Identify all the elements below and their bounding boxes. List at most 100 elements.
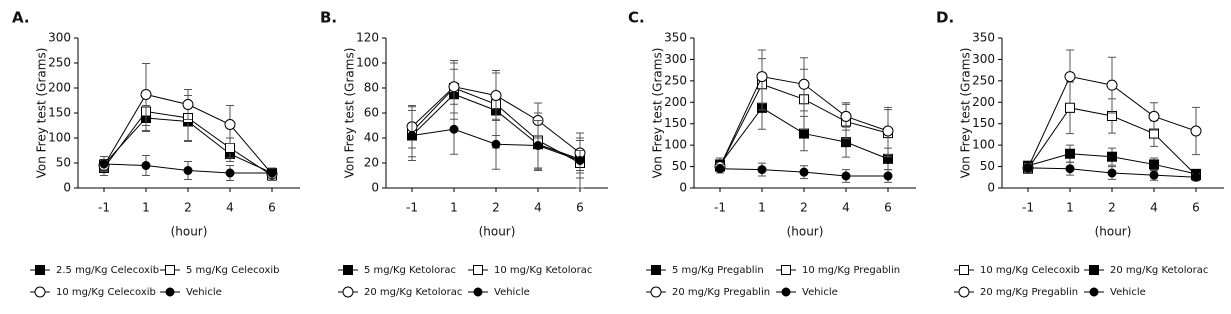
y-tick-label: 150 — [48, 106, 71, 120]
legend-marker — [781, 287, 791, 297]
y-tick-label: 100 — [972, 138, 995, 152]
legend-marker — [473, 265, 483, 275]
data-point — [1190, 125, 1202, 137]
data-point — [267, 168, 277, 178]
data-point — [798, 78, 810, 90]
data-point — [140, 89, 152, 100]
y-axis-label: Von Frey test (Grams) — [959, 48, 973, 179]
data-point — [1065, 164, 1075, 174]
legend-marker — [959, 265, 969, 275]
data-point — [799, 167, 809, 177]
y-tick-label: 50 — [56, 156, 71, 170]
y-tick-label: 120 — [356, 31, 379, 45]
legend-label: 10 mg/Kg Ketolorac — [494, 265, 592, 276]
y-tick-label: 300 — [664, 52, 687, 66]
data-point — [407, 131, 417, 140]
x-tick-label: 4 — [1150, 201, 1158, 215]
data-point — [1106, 79, 1118, 91]
data-point — [840, 110, 852, 122]
legend-marker — [1089, 265, 1099, 275]
data-point — [224, 119, 236, 130]
y-tick-label: 100 — [664, 138, 687, 152]
data-point — [183, 166, 193, 175]
data-point — [757, 165, 767, 175]
data-point — [799, 128, 809, 139]
y-tick-label: 0 — [371, 181, 379, 195]
legend-label: 5 mg/Kg Celecoxib — [186, 265, 280, 276]
data-point — [1065, 148, 1075, 159]
data-point — [883, 171, 893, 181]
legend-label: 10 mg/Kg Celecoxib — [56, 287, 156, 298]
data-point — [225, 143, 235, 153]
y-tick-label: 200 — [972, 95, 995, 109]
legend-label: Vehicle — [494, 287, 530, 298]
data-point — [1065, 102, 1075, 113]
legend-label: 10 mg/Kg Celecoxib — [980, 265, 1080, 276]
data-point — [841, 171, 851, 181]
legend-marker — [781, 265, 791, 275]
y-tick-label: 0 — [63, 181, 71, 195]
x-tick-label: -1 — [98, 201, 110, 215]
legend-marker — [958, 286, 970, 298]
y-tick-label: 250 — [48, 56, 71, 70]
y-tick-label: 350 — [664, 31, 687, 45]
legend-marker — [651, 265, 661, 275]
data-point — [756, 71, 768, 83]
x-tick-label: 4 — [226, 201, 234, 215]
y-axis-label: Von Frey test (Grams) — [35, 48, 49, 179]
data-point — [1064, 71, 1076, 83]
data-point — [490, 90, 502, 101]
legend-label: 20 mg/Kg Pregablin — [672, 287, 770, 298]
panel-label: A. — [12, 9, 30, 27]
data-point — [141, 161, 151, 170]
x-tick-label: -1 — [714, 201, 726, 215]
legend-marker — [35, 265, 45, 275]
legend-label: Vehicle — [1110, 287, 1146, 298]
panel-label: D. — [936, 9, 954, 27]
x-tick-label: 1 — [1066, 201, 1074, 215]
y-tick-label: 350 — [972, 31, 995, 45]
data-point — [1107, 151, 1117, 162]
x-tick-label: 1 — [758, 201, 766, 215]
y-tick-label: 200 — [664, 95, 687, 109]
x-axis-label: (hour) — [787, 225, 824, 239]
data-point — [575, 156, 585, 165]
y-tick-label: 100 — [356, 56, 379, 70]
data-point — [449, 124, 459, 134]
data-point — [715, 164, 725, 174]
y-tick-label: 250 — [664, 73, 687, 87]
legend-label: 5 mg/Kg Pregablin — [672, 265, 764, 276]
data-point — [182, 99, 194, 110]
y-tick-label: 200 — [48, 81, 71, 95]
legend-label: Vehicle — [802, 287, 838, 298]
y-tick-label: 150 — [664, 116, 687, 130]
data-point — [1107, 168, 1117, 178]
legend-marker — [473, 287, 483, 297]
data-point — [491, 139, 501, 149]
y-tick-label: 150 — [972, 116, 995, 130]
y-tick-label: 250 — [972, 73, 995, 87]
y-tick-label: 50 — [672, 159, 687, 173]
legend-label: 5 mg/Kg Ketolorac — [364, 265, 456, 276]
y-tick-label: 300 — [48, 31, 71, 45]
x-tick-label: 6 — [1192, 201, 1200, 215]
legend-marker — [165, 265, 175, 275]
data-point — [225, 168, 235, 178]
panel-label: C. — [628, 9, 645, 27]
x-tick-label: 1 — [142, 201, 150, 215]
data-point — [448, 81, 460, 93]
legend-marker — [343, 265, 353, 275]
legend-label: 10 mg/Kg Pregablin — [802, 265, 900, 276]
data-point — [882, 125, 894, 137]
x-tick-label: 6 — [576, 201, 584, 215]
y-tick-label: 0 — [679, 181, 687, 195]
legend-label: 20 mg/Kg Ketolorac — [364, 287, 462, 298]
data-point — [1149, 159, 1159, 170]
data-point — [533, 141, 543, 150]
y-tick-label: 50 — [980, 159, 995, 173]
x-tick-label: 2 — [1108, 201, 1116, 215]
data-point — [1148, 110, 1160, 122]
x-tick-label: 6 — [884, 201, 892, 215]
legend-label: Vehicle — [186, 287, 222, 298]
